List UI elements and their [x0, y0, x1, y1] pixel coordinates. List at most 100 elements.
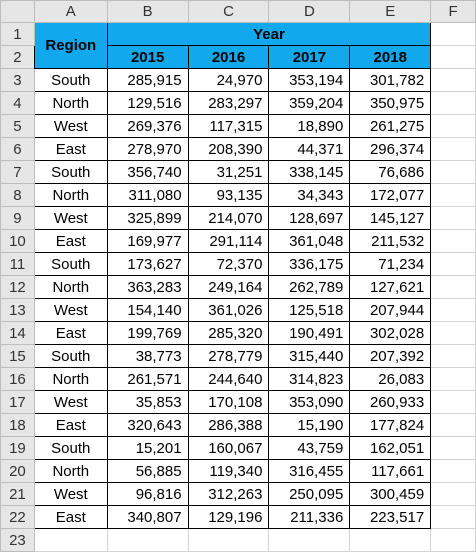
value-cell-2018[interactable]: 301,782 [349, 68, 432, 92]
region-cell[interactable]: East [33, 137, 108, 161]
value-cell-2018[interactable]: 26,083 [349, 367, 432, 391]
value-cell-2015[interactable]: 356,740 [106, 160, 189, 184]
value-cell-2016[interactable]: 24,970 [187, 68, 270, 92]
value-cell-2018[interactable]: 207,392 [349, 344, 432, 368]
region-header-cell[interactable]: Region [33, 22, 108, 69]
region-cell[interactable]: East [33, 229, 108, 253]
empty-cell[interactable] [430, 321, 476, 345]
row-header[interactable]: 13 [0, 298, 35, 322]
value-cell-2017[interactable]: 316,455 [268, 459, 351, 483]
value-cell-2015[interactable]: 340,807 [106, 505, 189, 529]
value-cell-2015[interactable]: 363,283 [106, 275, 189, 299]
value-cell-2018[interactable]: 211,532 [349, 229, 432, 253]
row-header[interactable]: 23 [0, 528, 35, 552]
value-cell-2016[interactable]: 129,196 [187, 505, 270, 529]
value-cell-2015[interactable]: 173,627 [106, 252, 189, 276]
region-cell[interactable]: North [33, 91, 108, 115]
empty-cell[interactable] [430, 528, 476, 552]
empty-cell[interactable] [430, 22, 476, 46]
row-header[interactable]: 9 [0, 206, 35, 230]
region-cell[interactable]: West [33, 298, 108, 322]
value-cell-2016[interactable]: 170,108 [187, 390, 270, 414]
value-cell-2015[interactable]: 199,769 [106, 321, 189, 345]
row-header[interactable]: 21 [0, 482, 35, 506]
value-cell-2015[interactable]: 38,773 [106, 344, 189, 368]
region-cell[interactable]: North [33, 367, 108, 391]
value-cell-2018[interactable]: 223,517 [349, 505, 432, 529]
row-header[interactable]: 15 [0, 344, 35, 368]
empty-cell[interactable] [430, 183, 476, 207]
empty-cell[interactable] [187, 528, 270, 552]
column-header-f[interactable]: F [430, 0, 476, 23]
year-2015-header-cell[interactable]: 2015 [106, 45, 189, 69]
value-cell-2017[interactable]: 18,890 [268, 114, 351, 138]
empty-cell[interactable] [430, 298, 476, 322]
value-cell-2017[interactable]: 250,095 [268, 482, 351, 506]
row-header[interactable]: 2 [0, 45, 35, 69]
row-header[interactable]: 11 [0, 252, 35, 276]
empty-cell[interactable] [33, 528, 108, 552]
value-cell-2018[interactable]: 350,975 [349, 91, 432, 115]
row-header[interactable]: 3 [0, 68, 35, 92]
region-cell[interactable]: South [33, 252, 108, 276]
row-header[interactable]: 18 [0, 413, 35, 437]
value-cell-2015[interactable]: 129,516 [106, 91, 189, 115]
empty-cell[interactable] [430, 459, 476, 483]
column-header-b[interactable]: B [106, 0, 189, 23]
value-cell-2016[interactable]: 93,135 [187, 183, 270, 207]
value-cell-2018[interactable]: 76,686 [349, 160, 432, 184]
value-cell-2017[interactable]: 262,789 [268, 275, 351, 299]
empty-cell[interactable] [430, 91, 476, 115]
row-header[interactable]: 1 [0, 22, 35, 46]
empty-cell[interactable] [268, 528, 351, 552]
value-cell-2016[interactable]: 312,263 [187, 482, 270, 506]
empty-cell[interactable] [430, 114, 476, 138]
value-cell-2017[interactable]: 338,145 [268, 160, 351, 184]
value-cell-2018[interactable]: 296,374 [349, 137, 432, 161]
value-cell-2015[interactable]: 320,643 [106, 413, 189, 437]
value-cell-2015[interactable]: 56,885 [106, 459, 189, 483]
value-cell-2016[interactable]: 278,779 [187, 344, 270, 368]
value-cell-2017[interactable]: 44,371 [268, 137, 351, 161]
value-cell-2018[interactable]: 71,234 [349, 252, 432, 276]
value-cell-2018[interactable]: 207,944 [349, 298, 432, 322]
empty-cell[interactable] [430, 505, 476, 529]
value-cell-2018[interactable]: 162,051 [349, 436, 432, 460]
row-header[interactable]: 14 [0, 321, 35, 345]
row-header[interactable]: 17 [0, 390, 35, 414]
year-header-cell[interactable]: Year [106, 22, 432, 46]
row-header[interactable]: 12 [0, 275, 35, 299]
value-cell-2018[interactable]: 172,077 [349, 183, 432, 207]
value-cell-2018[interactable]: 260,933 [349, 390, 432, 414]
value-cell-2015[interactable]: 169,977 [106, 229, 189, 253]
region-cell[interactable]: East [33, 505, 108, 529]
empty-cell[interactable] [430, 160, 476, 184]
row-header[interactable]: 8 [0, 183, 35, 207]
row-header[interactable]: 4 [0, 91, 35, 115]
region-cell[interactable]: West [33, 206, 108, 230]
value-cell-2015[interactable]: 278,970 [106, 137, 189, 161]
value-cell-2018[interactable]: 261,275 [349, 114, 432, 138]
value-cell-2017[interactable]: 314,823 [268, 367, 351, 391]
region-cell[interactable]: South [33, 160, 108, 184]
value-cell-2016[interactable]: 361,026 [187, 298, 270, 322]
value-cell-2017[interactable]: 211,336 [268, 505, 351, 529]
region-cell[interactable]: East [33, 413, 108, 437]
year-2018-header-cell[interactable]: 2018 [349, 45, 432, 69]
row-header[interactable]: 5 [0, 114, 35, 138]
value-cell-2017[interactable]: 34,343 [268, 183, 351, 207]
empty-cell[interactable] [106, 528, 189, 552]
value-cell-2016[interactable]: 160,067 [187, 436, 270, 460]
region-cell[interactable]: South [33, 344, 108, 368]
empty-cell[interactable] [430, 45, 476, 69]
column-header-c[interactable]: C [187, 0, 270, 23]
empty-cell[interactable] [430, 252, 476, 276]
value-cell-2017[interactable]: 336,175 [268, 252, 351, 276]
year-2017-header-cell[interactable]: 2017 [268, 45, 351, 69]
region-cell[interactable]: West [33, 482, 108, 506]
row-header[interactable]: 20 [0, 459, 35, 483]
empty-cell[interactable] [430, 275, 476, 299]
value-cell-2017[interactable]: 190,491 [268, 321, 351, 345]
value-cell-2018[interactable]: 145,127 [349, 206, 432, 230]
